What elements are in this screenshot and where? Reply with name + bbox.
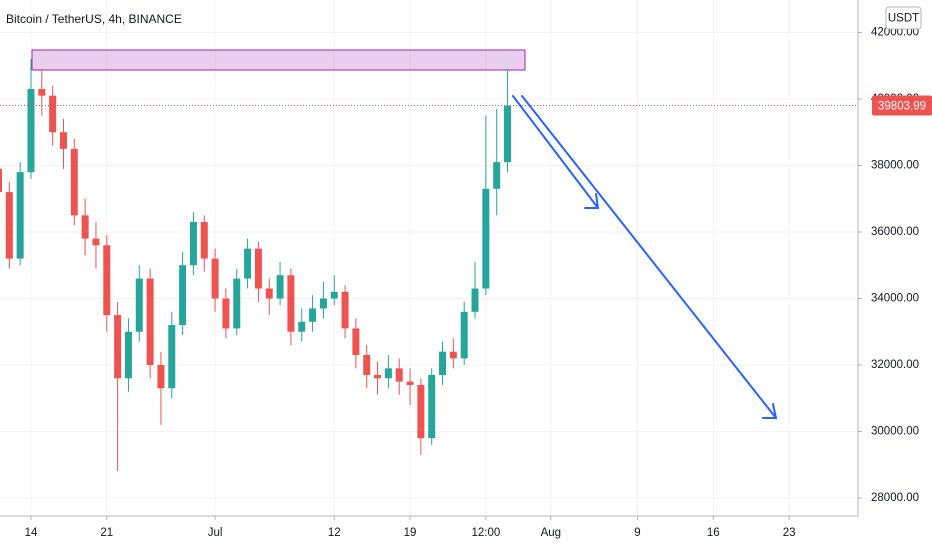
time-axis-bg [0, 516, 932, 550]
y-tick-label: 28000.00 [871, 492, 919, 504]
candle-body [384, 368, 392, 379]
candle-body [103, 245, 111, 316]
candle-body [179, 265, 187, 326]
candle-body [460, 311, 468, 359]
resistance-zone [31, 49, 526, 71]
candle-body [157, 365, 165, 389]
candle-body [124, 331, 132, 379]
candle-body [482, 188, 490, 289]
y-tick-label: 38000.00 [871, 160, 919, 172]
axes: 28000.00 30000.00 32000.00 34000.00 36000.00… [25, 6, 932, 539]
candle-body [16, 172, 24, 259]
arrow-long [521, 95, 778, 419]
candle-body [298, 321, 306, 332]
candle-body [135, 278, 143, 332]
x-tick-label: 19 [404, 527, 417, 539]
x-tick-label: Jul [208, 527, 223, 539]
y-tick-label: 34000.00 [871, 293, 919, 305]
y-tick-label: 32000.00 [871, 359, 919, 371]
candle-body [417, 384, 425, 439]
candle-body [59, 132, 67, 149]
candle-body [341, 291, 349, 329]
candle-body [363, 355, 371, 375]
candle-body [189, 222, 197, 266]
last-price-badge [872, 95, 932, 116]
candle-body [233, 278, 241, 329]
candle-body [504, 105, 512, 163]
x-tick-label: 12 [328, 527, 341, 539]
x-tick-label: 12:00 [471, 527, 500, 539]
arrow-short [512, 95, 600, 209]
candle-body [146, 278, 154, 366]
x-tick-label: 21 [100, 527, 113, 539]
candle-body [471, 288, 479, 312]
candle-body [352, 328, 360, 356]
candle-body [114, 315, 122, 379]
x-tick-label: 23 [783, 527, 796, 539]
x-tick-label: 16 [707, 527, 720, 539]
candle-body [309, 308, 317, 322]
candle-body [0, 168, 2, 193]
currency-badge [885, 6, 922, 30]
x-tick-label: Aug [541, 527, 561, 539]
candle-body [254, 248, 262, 289]
forecast-arrows [512, 95, 778, 419]
candle-body [374, 374, 382, 379]
x-tick-label: 9 [634, 527, 640, 539]
y-tick-label: 30000.00 [871, 426, 919, 438]
candle-body [276, 275, 284, 299]
candle-body [439, 351, 447, 375]
candle-body [38, 89, 46, 96]
candle-body [168, 325, 176, 389]
chart-title: Bitcoin / TetherUS, 4h, BINANCE [6, 12, 182, 26]
candle-body [211, 258, 219, 299]
candle-body [49, 95, 57, 133]
candle-body [27, 89, 35, 173]
candles [0, 59, 858, 472]
y-tick-label: 36000.00 [871, 226, 919, 238]
candle-body [493, 162, 501, 189]
price-axis-bg [858, 0, 932, 550]
candle-body [5, 192, 13, 259]
candle-body [406, 381, 414, 385]
currency-label: USDT [888, 13, 919, 25]
x-tick-label: 14 [25, 527, 38, 539]
candle-body [330, 291, 338, 299]
candle-body [70, 148, 78, 216]
candle-body [395, 368, 403, 382]
candle-body [319, 298, 327, 309]
candle-body [428, 374, 436, 439]
candle-body [244, 248, 252, 279]
candle-body [81, 215, 89, 239]
y-tick-label: 42000.00 [871, 27, 919, 39]
candle-body [287, 275, 295, 332]
last-price-label: 39803.99 [878, 101, 926, 113]
candle-body [265, 288, 273, 299]
candle-body [449, 351, 457, 359]
candle-body [222, 298, 230, 329]
candle-body [92, 238, 100, 246]
candle-body [200, 222, 208, 259]
